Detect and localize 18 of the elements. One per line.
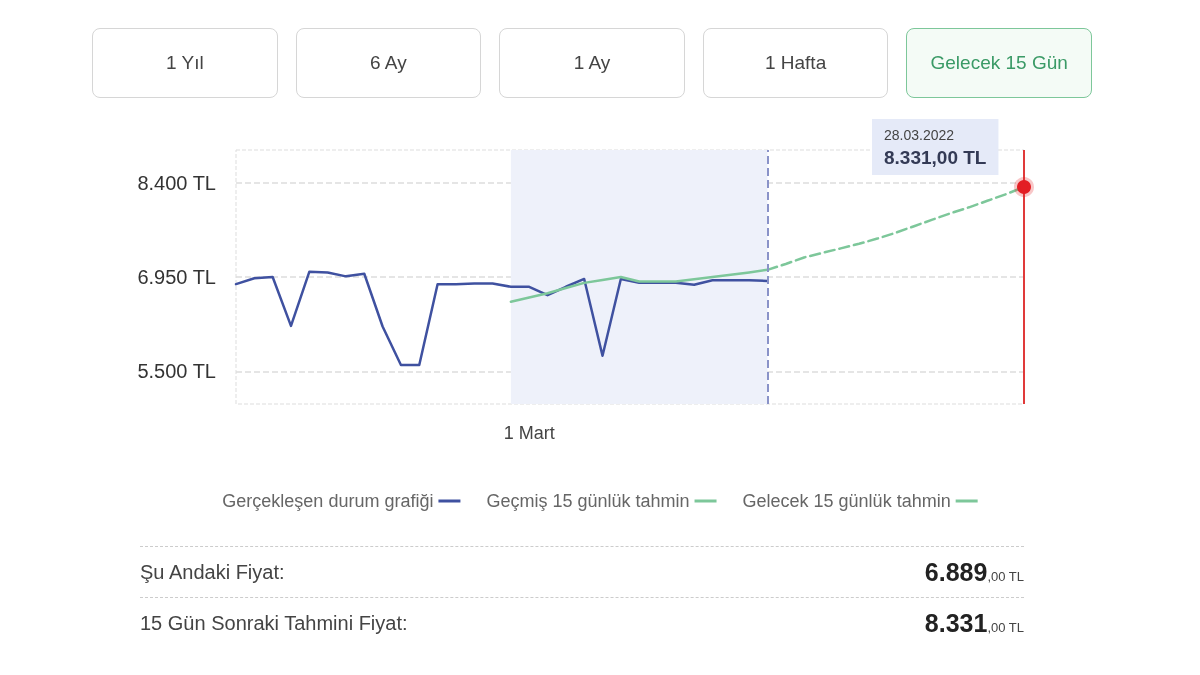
period-button: 1 Ay (499, 28, 685, 98)
period-button: 6 Ay (295, 28, 482, 98)
legend-label: Geçmiş 15 günlük tahmin (486, 491, 690, 511)
period-button: 1 Yıl (92, 28, 278, 98)
legend-label: Gelecek 15 günlük tahmin (742, 491, 951, 511)
line-series (234, 270, 769, 367)
text: 6.889,00 TL (924, 557, 1024, 586)
text: 15 Gün Sonraki Tahmini Fiyat: (140, 611, 408, 635)
x-tick-label: 1 Mart (503, 423, 555, 443)
legend-label: Gerçekleşen durum grafiği (222, 491, 434, 511)
period-button: Gelecek 15 Gün (906, 28, 1092, 98)
period-button: 1 Hafta (702, 28, 889, 98)
text: Şu Andaki Fiyat: (140, 560, 285, 584)
y-tick-label: 8.400 TL (137, 171, 216, 194)
y-tick-label: 6.950 TL (137, 266, 216, 288)
text: 8.331,00 TL (924, 608, 1024, 637)
data-label: 28.03.2022 8.331,00 TL (884, 127, 987, 168)
y-tick-label: 5.500 TL (137, 360, 216, 383)
